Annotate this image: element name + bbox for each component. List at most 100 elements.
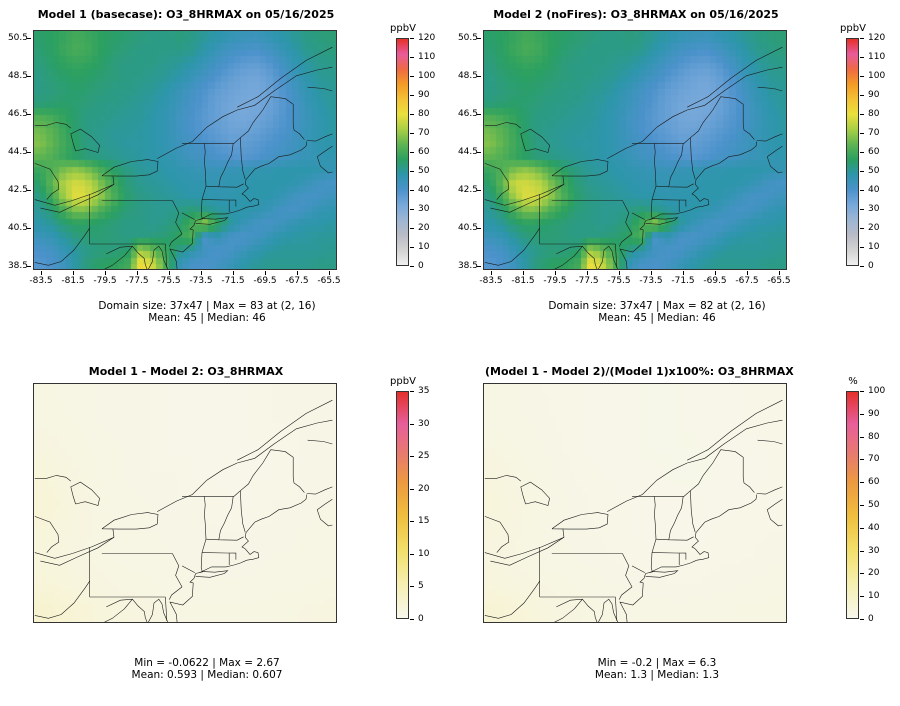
x-axis-ticks xyxy=(483,626,787,640)
y-tick-label: 50.5 xyxy=(7,32,28,43)
map-plot xyxy=(33,30,337,270)
stats-line-1: Min = -0.2 | Max = 6.3 xyxy=(597,657,717,669)
panel-title: Model 1 - Model 2: O3_8HRMAX xyxy=(88,365,284,378)
x-tick-label: -73.5 xyxy=(189,276,213,286)
y-axis-ticks xyxy=(0,383,31,623)
colorbar-tick-label: 40 xyxy=(868,522,880,533)
colorbar-tick-label: 0 xyxy=(868,261,874,271)
stats-caption: Domain size: 37x47 | Max = 82 at (2, 16)… xyxy=(477,300,837,324)
x-tick-label: -81.5 xyxy=(511,276,535,286)
colorbar-tick-label: 50 xyxy=(868,500,880,510)
x-tick-label: -77.5 xyxy=(575,276,599,286)
colorbar-tick-label: 30 xyxy=(418,204,430,214)
map-plot xyxy=(33,383,337,623)
colorbar-tick-label: 80 xyxy=(418,109,430,119)
y-tick-label: 48.5 xyxy=(457,70,478,81)
colorbar-tick-label: 10 xyxy=(418,548,430,559)
colorbar-tick-label: 60 xyxy=(418,147,430,157)
colorbar-tick-label: 10 xyxy=(868,591,880,602)
x-tick-label: -81.5 xyxy=(61,276,85,286)
colorbar-tick-label: 110 xyxy=(418,52,436,62)
colorbar-tick-label: 90 xyxy=(868,90,880,100)
stats-caption: Domain size: 37x47 | Max = 83 at (2, 16)… xyxy=(27,300,387,324)
panel-difference: Model 1 - Model 2: O3_8HRMAX ppbV 0 5 10 15… xyxy=(0,353,450,706)
colorbar-tick-label: 10 xyxy=(418,242,430,252)
colorbar-tick-label: 80 xyxy=(868,109,880,119)
map-plot xyxy=(483,30,787,270)
y-tick-label: 44.5 xyxy=(457,146,478,157)
colorbar-tick-label: 100 xyxy=(868,71,886,81)
x-axis-ticks xyxy=(33,626,337,640)
stats-caption: Min = -0.0622 | Max = 2.67 Mean: 0.593 |… xyxy=(27,657,387,681)
colorbar xyxy=(846,38,859,266)
y-tick-label: 48.5 xyxy=(7,70,28,81)
colorbar-tick-label: 90 xyxy=(418,90,430,100)
y-tick-label: 46.5 xyxy=(457,108,478,119)
map-outlines xyxy=(484,46,783,269)
x-tick-label: -67.5 xyxy=(285,276,309,286)
map-outlines xyxy=(34,399,333,622)
x-tick-label: -65.5 xyxy=(317,276,341,286)
y-tick-label: 46.5 xyxy=(7,108,28,119)
colorbar-tick-label: 15 xyxy=(418,516,430,527)
colorbar-unit-label: % xyxy=(848,376,858,387)
x-tick-label: -79.5 xyxy=(543,276,567,286)
colorbar-tick-label: 80 xyxy=(868,431,880,442)
y-tick-label: 40.5 xyxy=(457,223,478,234)
stats-line-1: Min = -0.0622 | Max = 2.67 xyxy=(134,657,280,669)
panel-title: Model 2 (noFires): O3_8HRMAX on 05/16/20… xyxy=(493,8,779,21)
stats-caption: Min = -0.2 | Max = 6.3 Mean: 1.3 | Media… xyxy=(477,657,837,681)
colorbar-tick-label: 120 xyxy=(868,33,886,43)
x-tick-label: -73.5 xyxy=(639,276,663,286)
panel-model1-basecase: Model 1 (basecase): O3_8HRMAX on 05/16/2… xyxy=(0,0,450,353)
x-tick-label: -67.5 xyxy=(735,276,759,286)
panel-title: Model 1 (basecase): O3_8HRMAX on 05/16/2… xyxy=(37,8,335,21)
heatmap-canvas xyxy=(484,31,786,269)
panel-model2-nofires: Model 2 (noFires): O3_8HRMAX on 05/16/20… xyxy=(450,0,900,353)
colorbar-ticks: 0 10 20 30 40 50 60 70 80 90 100 110 120 xyxy=(410,33,448,271)
x-tick-label: -83.5 xyxy=(479,276,503,286)
colorbar-ticks: 0 10 20 30 40 50 60 70 80 90 100 xyxy=(860,386,898,624)
y-tick-label: 38.5 xyxy=(457,261,478,272)
x-tick-label: -75.5 xyxy=(157,276,181,286)
colorbar-tick-label: 20 xyxy=(868,568,880,579)
x-tick-label: -71.5 xyxy=(221,276,245,286)
stats-line-2: Mean: 45 | Median: 46 xyxy=(148,312,266,324)
colorbar-tick-label: 0 xyxy=(418,261,424,271)
colorbar-tick-label: 25 xyxy=(418,451,430,462)
colorbar-tick-label: 30 xyxy=(868,545,880,556)
colorbar-tick-label: 40 xyxy=(868,185,880,195)
colorbar-tick-label: 100 xyxy=(868,386,886,396)
colorbar-unit-label: ppbV xyxy=(840,23,866,34)
x-axis-ticks: -83.5 -81.5 -79.5 -77.5 -75.5 -73.5 -71.5 -69.5… xyxy=(29,271,341,287)
colorbar-unit-label: ppbV xyxy=(390,23,416,34)
x-tick-label: -75.5 xyxy=(607,276,631,286)
panel-percent-difference: (Model 1 - Model 2)/(Model 1)x100%: O3_8… xyxy=(450,353,900,706)
colorbar-tick-label: 50 xyxy=(868,166,880,176)
colorbar-tick-label: 100 xyxy=(418,71,436,81)
stats-line-1: Domain size: 37x47 | Max = 82 at (2, 16) xyxy=(548,300,766,312)
y-tick-label: 50.5 xyxy=(457,32,478,43)
stats-line-1: Domain size: 37x47 | Max = 83 at (2, 16) xyxy=(98,300,316,312)
y-tick-label: 40.5 xyxy=(7,223,28,234)
heatmap-canvas xyxy=(484,384,786,622)
colorbar-tick-label: 30 xyxy=(418,418,430,429)
colorbar-tick-label: 120 xyxy=(418,33,436,43)
colorbar-tick-label: 60 xyxy=(868,147,880,157)
x-tick-label: -83.5 xyxy=(29,276,53,286)
stats-line-2: Mean: 45 | Median: 46 xyxy=(598,312,716,324)
x-axis-ticks: -83.5 -81.5 -79.5 -77.5 -75.5 -73.5 -71.5 -69.5… xyxy=(479,271,791,287)
map-outlines xyxy=(34,46,333,269)
stats-line-2: Mean: 1.3 | Median: 1.3 xyxy=(594,669,720,681)
colorbar-unit-label: ppbV xyxy=(390,376,416,387)
y-tick-label: 42.5 xyxy=(457,185,478,195)
colorbar-tick-label: 30 xyxy=(868,204,880,214)
colorbar-tick-label: 90 xyxy=(868,408,880,419)
y-tick-label: 44.5 xyxy=(7,146,28,157)
map-plot xyxy=(483,383,787,623)
x-tick-label: -77.5 xyxy=(125,276,149,286)
y-tick-label: 38.5 xyxy=(7,261,28,272)
colorbar-tick-label: 20 xyxy=(418,223,430,233)
y-axis-ticks: 38.5 40.5 42.5 44.5 46.5 48.5 50.5 xyxy=(450,30,481,272)
